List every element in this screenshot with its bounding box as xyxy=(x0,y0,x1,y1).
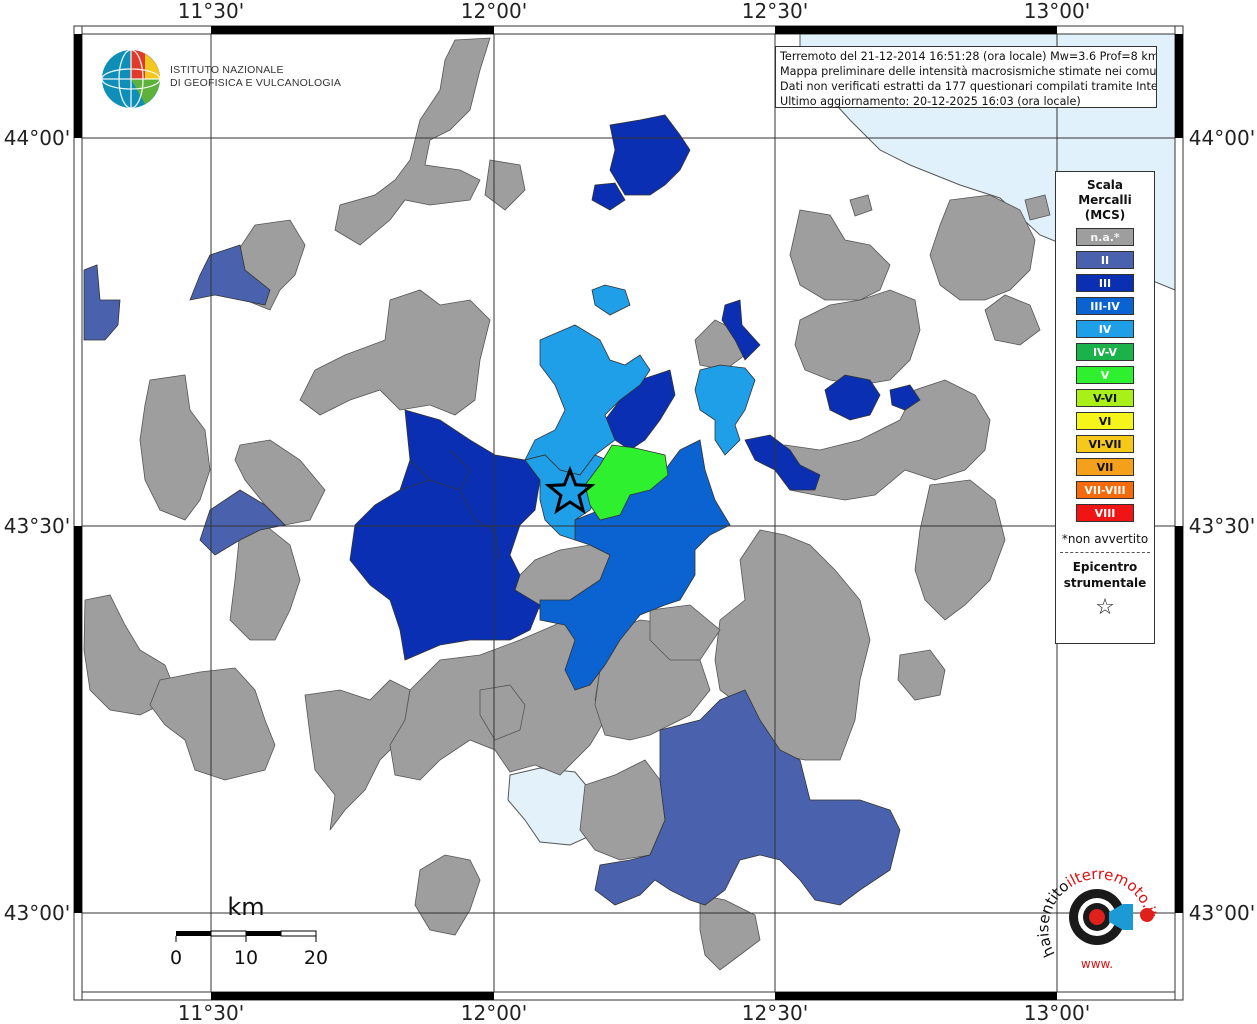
legend-swatch: VI xyxy=(1076,412,1134,430)
legend-swatch: III-IV xyxy=(1076,297,1134,315)
legend-note: *non avvertito xyxy=(1061,532,1149,546)
epicenter-label: Epicentro strumentale xyxy=(1056,559,1154,591)
legend-swatch: VII-VIII xyxy=(1076,481,1134,499)
municipalities-iii-iv xyxy=(539,439,731,691)
legend-swatch: VIII xyxy=(1076,504,1134,522)
haisentito-logo: haisentitoilterremoto.it www. xyxy=(1035,865,1161,971)
legend-swatch: IV xyxy=(1076,320,1134,338)
legend-swatch: IV-V xyxy=(1076,343,1134,361)
legend-title-line: Scala xyxy=(1086,178,1124,192)
lon-label-top: 11°30' xyxy=(178,0,244,23)
legend-swatch: V-VI xyxy=(1076,389,1134,407)
info-dot-icon xyxy=(1140,908,1154,922)
scale-tick: 20 xyxy=(304,947,328,969)
municipalities-ii xyxy=(83,244,901,906)
legend-title-line: (MCS) xyxy=(1084,208,1126,222)
event-line: Terremoto del 21-12-2014 16:51:28 (ora l… xyxy=(780,50,1157,63)
ingv-line2: DI GEOFISICA E VULCANOLOGIA xyxy=(170,77,342,89)
data-note: Dati non verificati estratti da 177 ques… xyxy=(780,80,1157,93)
scale-tick: 0 xyxy=(170,947,182,969)
legend-divider xyxy=(1060,552,1150,553)
ingv-logo xyxy=(100,48,310,110)
legend-swatch: VI-VII xyxy=(1076,435,1134,453)
lat-label-left: 43°30' xyxy=(4,514,70,538)
lon-label-bottom: 13°00' xyxy=(1024,1001,1090,1024)
epicenter-label-line: strumentale xyxy=(1063,576,1147,590)
speaker-icon xyxy=(1109,904,1133,930)
legend-swatch: VII xyxy=(1076,458,1134,476)
lon-label-top: 12°00' xyxy=(461,0,527,23)
lon-label-top: 12°30' xyxy=(742,0,808,23)
ingv-line1: ISTITUTO NAZIONALE xyxy=(170,64,284,76)
legend-title-line: Mercalli xyxy=(1078,193,1132,207)
municipalities-iv xyxy=(524,284,756,541)
map-description: Mappa preliminare delle intensità macros… xyxy=(780,65,1157,78)
internal-borders xyxy=(399,449,501,561)
lat-label-right: 43°00' xyxy=(1189,901,1255,925)
event-info-box: Terremoto del 21-12-2014 16:51:28 (ora l… xyxy=(775,46,1157,108)
lat-label-right: 43°30' xyxy=(1189,514,1255,538)
scale-tick: 10 xyxy=(234,947,258,969)
mcs-legend: Scala Mercalli (MCS) n.a.* II III III-IV IV I… xyxy=(1055,171,1155,644)
ingv-globe-icon xyxy=(101,49,161,109)
lat-label-left: 44°00' xyxy=(4,126,70,150)
legend-swatch: III xyxy=(1076,274,1134,292)
lon-label-bottom: 11°30' xyxy=(178,1001,244,1024)
last-update: Ultimo aggiornamento: 20-12-2025 16:03 (… xyxy=(780,95,1081,108)
lon-label-bottom: 12°30' xyxy=(742,1001,808,1024)
lat-label-right: 44°00' xyxy=(1189,126,1255,150)
lon-label-bottom: 12°00' xyxy=(461,1001,527,1024)
municipalities-na xyxy=(83,37,1051,971)
epicenter-legend-star-icon: ☆ xyxy=(1095,595,1115,620)
scale-unit: km xyxy=(227,893,264,921)
legend-items: n.a.* II III III-IV IV IV-V V V-VI VI VI-VII VII VI… xyxy=(1056,228,1154,522)
legend-swatch: n.a.* xyxy=(1076,228,1134,246)
legend-title: Scala Mercalli (MCS) xyxy=(1056,178,1154,223)
ingv-name: ISTITUTO NAZIONALE DI GEOFISICA E VULCAN… xyxy=(170,64,341,90)
scale-bar: km 0 10 20 xyxy=(170,893,328,969)
logo-site-prefix: www. xyxy=(1081,957,1113,971)
legend-swatch: V xyxy=(1076,366,1134,384)
epicenter-star-icon xyxy=(544,465,596,515)
frame-border xyxy=(73,25,1184,1001)
municipalities-iii xyxy=(349,114,921,661)
legend-swatch: II xyxy=(1076,251,1134,269)
logo-site-a: haisentito xyxy=(1035,877,1072,960)
lat-label-left: 43°00' xyxy=(4,901,70,925)
lon-label-top: 13°00' xyxy=(1024,0,1090,23)
epicenter-label-line: Epicentro xyxy=(1072,560,1138,574)
municipalities-v xyxy=(584,444,669,521)
